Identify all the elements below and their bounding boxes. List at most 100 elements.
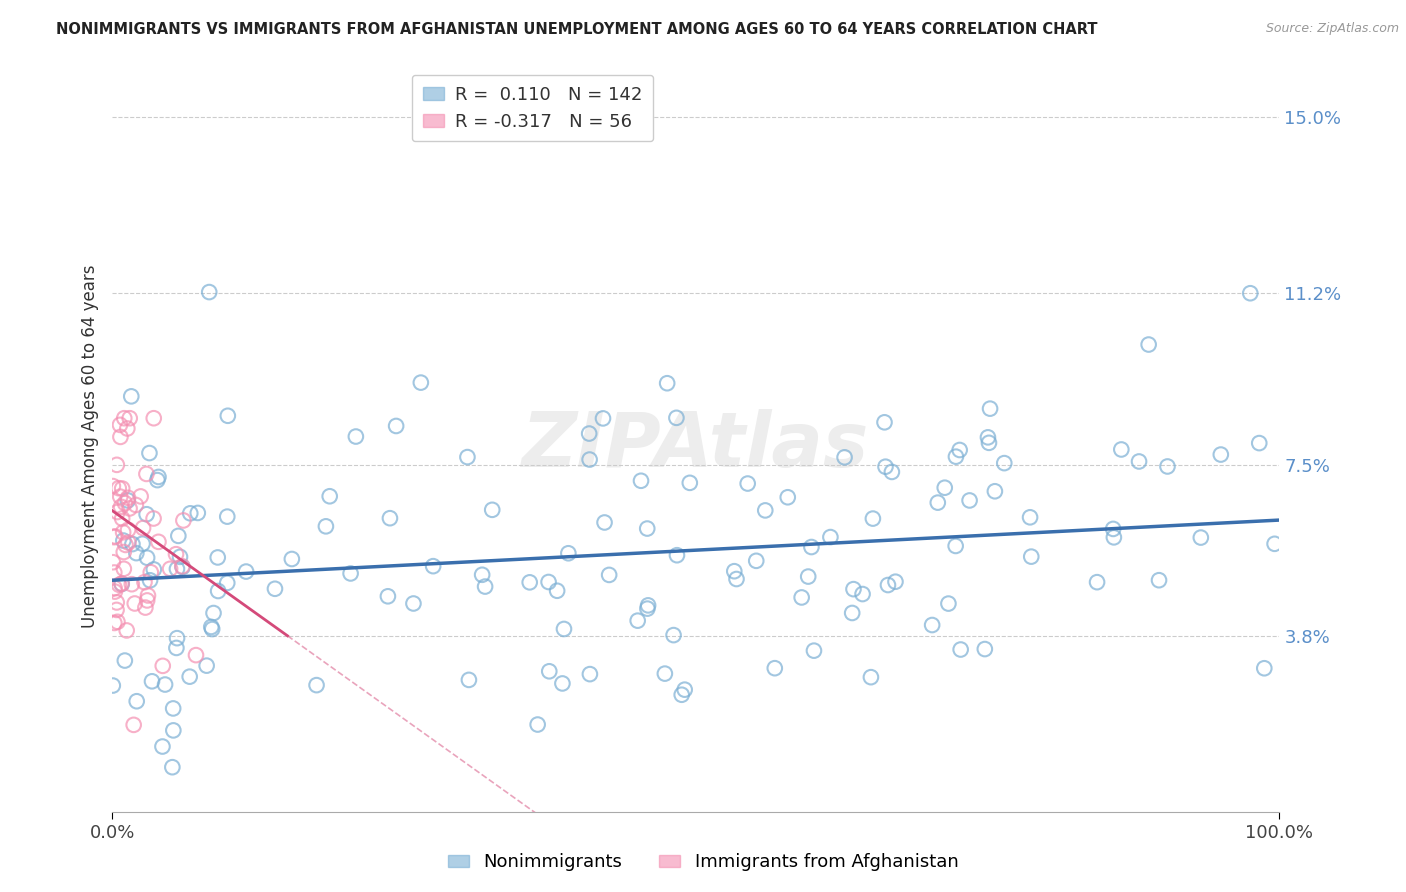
Point [103, 615, 125, 630]
Point [630, 474, 652, 488]
Point [862, 511, 884, 525]
Point [111, 482, 134, 496]
Point [110, 500, 132, 514]
Point [235, 565, 257, 579]
Point [114, 654, 136, 668]
Point [1102, 530, 1125, 544]
Point [636, 522, 658, 536]
Point [139, 574, 162, 588]
Point [977, 430, 1000, 444]
Point [859, 670, 882, 684]
Point [979, 401, 1001, 416]
Point [107, 615, 129, 629]
Point [800, 540, 823, 554]
Point [1264, 537, 1286, 551]
Point [938, 597, 960, 611]
Point [117, 523, 139, 537]
Point [101, 555, 124, 569]
Point [134, 600, 156, 615]
Point [105, 595, 128, 609]
Point [875, 459, 897, 474]
Point [125, 546, 148, 560]
Point [122, 718, 145, 732]
Point [598, 568, 620, 582]
Point [152, 658, 174, 673]
Point [745, 554, 768, 568]
Point [977, 435, 1000, 450]
Point [519, 575, 541, 590]
Point [671, 688, 693, 702]
Point [339, 566, 361, 581]
Point [1102, 522, 1125, 536]
Point [148, 534, 170, 549]
Legend: R =  0.110   N = 142, R = -0.317   N = 56: R = 0.110 N = 142, R = -0.317 N = 56 [412, 75, 654, 141]
Point [1137, 337, 1160, 351]
Point [378, 511, 401, 525]
Point [169, 549, 191, 564]
Point [165, 640, 187, 655]
Point [318, 489, 340, 503]
Point [136, 589, 159, 603]
Point [1019, 549, 1042, 564]
Point [172, 513, 194, 527]
Point [949, 442, 972, 457]
Point [984, 484, 1007, 499]
Legend: Nonimmigrants, Immigrants from Afghanistan: Nonimmigrants, Immigrants from Afghanist… [440, 847, 966, 879]
Point [159, 562, 181, 576]
Point [136, 550, 159, 565]
Point [927, 495, 949, 509]
Point [305, 678, 328, 692]
Point [1253, 661, 1275, 675]
Point [409, 376, 432, 390]
Point [217, 509, 239, 524]
Text: Source: ZipAtlas.com: Source: ZipAtlas.com [1265, 22, 1399, 36]
Point [578, 426, 600, 441]
Point [114, 496, 136, 510]
Point [456, 450, 478, 464]
Point [111, 577, 134, 591]
Point [125, 498, 148, 512]
Point [1189, 531, 1212, 545]
Point [820, 530, 842, 544]
Point [108, 417, 131, 432]
Point [162, 701, 184, 715]
Point [201, 622, 224, 636]
Point [179, 670, 201, 684]
Point [111, 511, 134, 525]
Point [281, 552, 304, 566]
Point [101, 679, 124, 693]
Point [120, 389, 142, 403]
Point [104, 581, 127, 595]
Point [841, 606, 863, 620]
Point [124, 597, 146, 611]
Point [172, 560, 194, 574]
Point [723, 564, 745, 578]
Point [921, 618, 943, 632]
Point [422, 559, 444, 574]
Point [142, 411, 165, 425]
Point [139, 566, 162, 580]
Point [592, 411, 614, 425]
Text: NONIMMIGRANTS VS IMMIGRANTS FROM AFGHANISTAN UNEMPLOYMENT AMONG AGES 60 TO 64 YE: NONIMMIGRANTS VS IMMIGRANTS FROM AFGHANI… [56, 22, 1098, 37]
Point [385, 419, 408, 434]
Point [207, 550, 229, 565]
Point [187, 506, 209, 520]
Point [129, 490, 152, 504]
Point [132, 521, 155, 535]
Point [1249, 436, 1271, 450]
Point [551, 676, 574, 690]
Y-axis label: Unemployment Among Ages 60 to 64 years: Unemployment Among Ages 60 to 64 years [80, 264, 98, 628]
Point [142, 562, 165, 576]
Point [471, 567, 494, 582]
Point [105, 603, 128, 617]
Point [115, 624, 138, 638]
Point [112, 562, 135, 576]
Point [107, 505, 129, 519]
Point [101, 479, 124, 493]
Point [934, 481, 956, 495]
Point [763, 661, 786, 675]
Point [179, 506, 201, 520]
Point [1209, 448, 1232, 462]
Point [112, 545, 135, 559]
Point [665, 410, 688, 425]
